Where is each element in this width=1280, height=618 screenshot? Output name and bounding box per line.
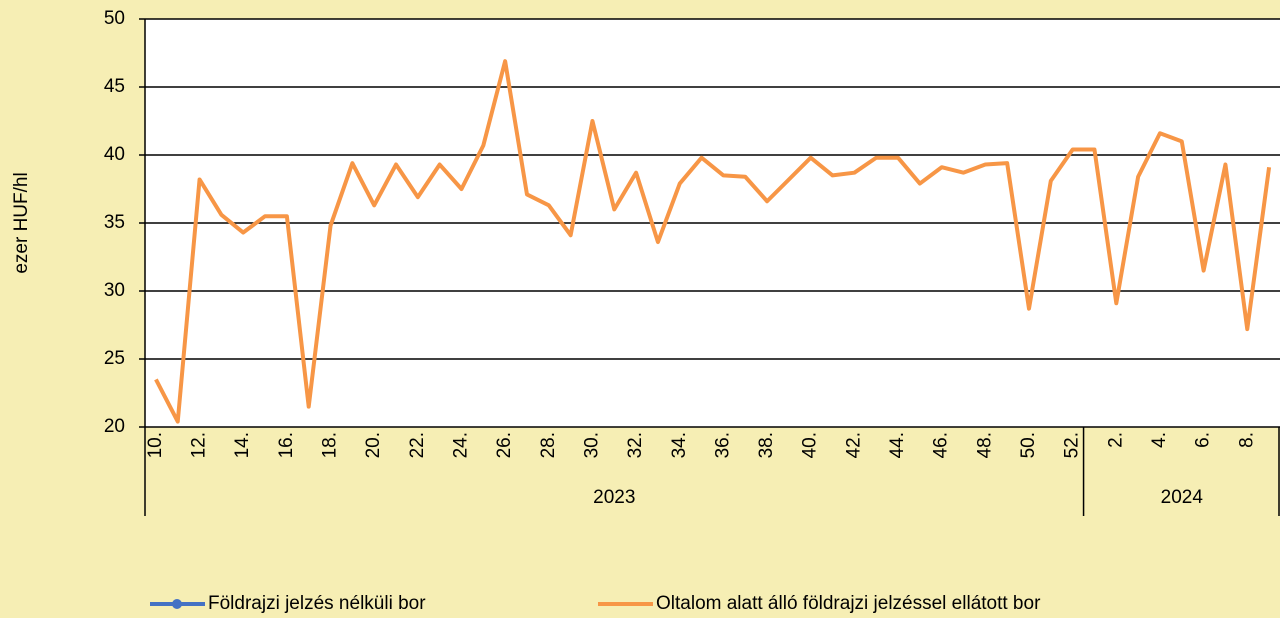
x-tick-label: 18. <box>320 432 341 458</box>
y-tick-label: 25 <box>104 348 125 369</box>
x-tick-label: 6. <box>1193 432 1214 448</box>
y-tick-label: 40 <box>104 144 125 165</box>
x-tick-label: 50. <box>1018 432 1039 458</box>
legend-marker <box>172 599 182 609</box>
x-tick-label: 34. <box>669 432 690 458</box>
x-tick-label: 12. <box>189 432 210 458</box>
x-tick-label: 24. <box>451 432 472 458</box>
y-axis-title: ezer HUF/hl <box>11 172 32 273</box>
x-tick-label: 20. <box>363 432 384 458</box>
x-tick-label: 42. <box>843 432 864 458</box>
x-tick-label: 40. <box>800 432 821 458</box>
x-tick-label: 30. <box>581 432 602 458</box>
x-tick-label: 16. <box>276 432 297 458</box>
y-tick-label: 20 <box>104 416 125 437</box>
x-tick-label: 46. <box>931 432 952 458</box>
y-tick-label: 45 <box>104 76 125 97</box>
y-tick-label: 30 <box>104 280 125 301</box>
x-tick-label: 32. <box>625 432 646 458</box>
x-tick-label: 48. <box>974 432 995 458</box>
x-tick-label: 26. <box>494 432 515 458</box>
legend-label: Földrajzi jelzés nélküli bor <box>208 593 426 614</box>
x-tick-label: 8. <box>1236 432 1257 448</box>
y-tick-label: 35 <box>104 212 125 233</box>
y-tick-label: 50 <box>104 8 125 29</box>
x-tick-label: 4. <box>1149 432 1170 448</box>
x-tick-label: 52. <box>1062 432 1083 458</box>
x-tick-label: 10. <box>145 432 166 458</box>
x-tick-label: 2. <box>1105 432 1126 448</box>
series-line <box>154 59 1272 424</box>
legend-label: Oltalom alatt álló földrajzi jelzéssel e… <box>656 593 1041 614</box>
x-tick-label: 14. <box>232 432 253 458</box>
x-tick-label: 28. <box>538 432 559 458</box>
x-tick-label: 44. <box>887 432 908 458</box>
x-tick-label: 36. <box>712 432 733 458</box>
x-tick-label: 22. <box>407 432 428 458</box>
group-label: 2024 <box>1161 487 1204 508</box>
x-tick-label: 38. <box>756 432 777 458</box>
group-label: 2023 <box>593 487 635 508</box>
